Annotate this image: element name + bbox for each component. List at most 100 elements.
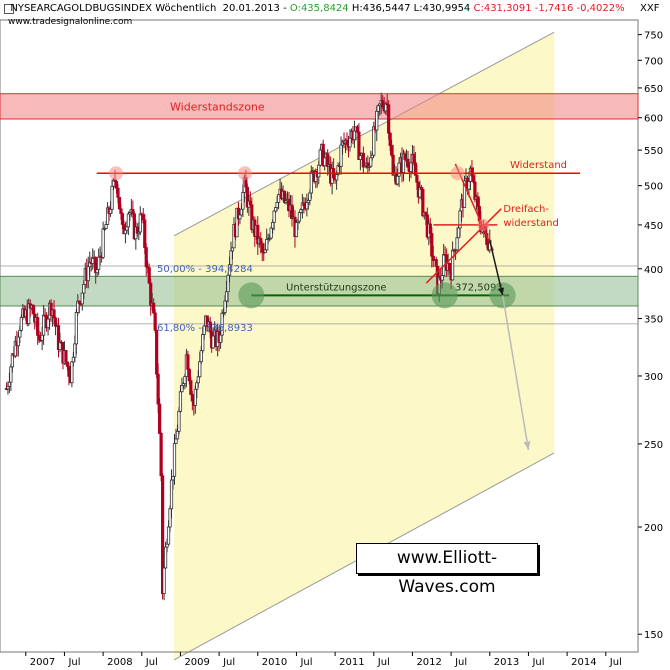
candle-body <box>226 274 230 293</box>
candle-body <box>175 430 180 440</box>
candle-body <box>147 267 151 284</box>
candle-body <box>172 443 177 477</box>
candle-body <box>308 192 312 201</box>
candle-body <box>230 247 235 252</box>
candle-body <box>318 149 322 166</box>
candle-body <box>163 546 168 569</box>
candle-body <box>162 567 166 594</box>
candles <box>4 92 492 601</box>
x-tick-label: 2008 <box>107 657 132 668</box>
candle-body <box>434 259 438 267</box>
candle-body <box>430 233 434 257</box>
candle-body <box>297 212 302 222</box>
candle-body <box>375 110 379 131</box>
projection-arrowhead <box>523 441 531 450</box>
fib-label-1: 61,80% - 336,8933 <box>157 323 253 334</box>
candle-body <box>223 300 227 313</box>
triangle-apex-marker <box>477 218 490 231</box>
candle-body <box>397 162 401 177</box>
candle-body <box>143 219 147 248</box>
candle-body <box>166 526 171 545</box>
support-value-label: 372,5093 <box>455 282 503 293</box>
candle-body <box>271 221 275 229</box>
candle-body <box>395 175 400 185</box>
candle-body <box>19 317 23 331</box>
candle-body <box>248 200 252 206</box>
candle-body <box>71 356 75 363</box>
candle-body <box>178 391 183 412</box>
candle-body <box>269 227 273 239</box>
candle-body <box>108 208 113 214</box>
x-tick-label: Jul <box>377 657 390 668</box>
candle-body <box>470 167 474 177</box>
candle-body <box>165 543 169 548</box>
candle-body <box>131 209 135 215</box>
support-line-label: Unterstützungszone <box>286 282 387 293</box>
candle-body <box>159 433 163 477</box>
candle-body <box>114 181 119 189</box>
candle-body <box>448 263 452 271</box>
candle-body <box>16 336 20 347</box>
candle-body <box>174 438 178 444</box>
candle-body <box>37 334 41 341</box>
candle-body <box>18 329 22 338</box>
candle-body <box>239 208 244 216</box>
candle-body <box>126 213 130 228</box>
candle-body <box>195 382 199 390</box>
candle-body <box>260 243 264 253</box>
candle-body <box>86 266 90 282</box>
marker-red-1 <box>237 166 252 181</box>
x-tick-label: 2012 <box>416 657 441 668</box>
candle-body <box>467 180 471 190</box>
candle-body <box>186 354 190 370</box>
candle-body <box>97 256 101 270</box>
candle-body <box>376 105 380 112</box>
candle-body <box>390 145 394 156</box>
candle-body <box>65 361 70 367</box>
header-interval: Wöchentlich <box>155 3 217 14</box>
candle-body <box>36 317 40 336</box>
candle-body <box>67 365 71 377</box>
x-tick-label: Jul <box>299 657 312 668</box>
projection-arrowhead-1 <box>497 287 505 296</box>
candle-body <box>276 194 281 203</box>
candle-body <box>74 312 78 345</box>
candle-body <box>120 213 125 225</box>
candle-body <box>110 185 114 210</box>
candle-body <box>272 210 276 223</box>
candle-body <box>119 208 123 214</box>
candle-body <box>412 153 416 164</box>
candle-body <box>82 283 86 294</box>
candle-body <box>302 202 306 207</box>
candle-body <box>73 343 77 358</box>
candle-body <box>187 368 191 382</box>
candle-body <box>294 222 299 238</box>
candle-body <box>144 247 148 268</box>
candle-body <box>450 249 455 281</box>
chart-checkbox[interactable] <box>4 4 14 14</box>
fib-label-0: 50,00% - 394,4284 <box>157 264 253 275</box>
resistance-line-label: Widerstand <box>510 160 567 171</box>
y-tick-label: 250 <box>644 440 663 451</box>
y-tick-label: 500 <box>644 182 663 193</box>
header-low: L:430,9954 <box>413 3 471 14</box>
header-date: 20.01.2013 <box>222 3 280 14</box>
y-tick-label: 400 <box>644 265 663 276</box>
header-symbol: NYSEARCAGOLDBUGSINDEX <box>10 3 153 14</box>
candle-body <box>309 171 313 194</box>
candle-body <box>406 158 410 168</box>
candle-body <box>201 334 205 352</box>
candle-body <box>369 157 373 167</box>
y-tick-label: 150 <box>644 630 663 641</box>
candle-body <box>471 175 476 183</box>
candle-body <box>455 237 459 251</box>
candle-body <box>104 224 108 229</box>
x-tick-label: 2009 <box>184 657 209 668</box>
candle-body <box>117 196 122 210</box>
projection-line-2 <box>501 295 530 451</box>
candle-body <box>391 154 395 176</box>
triple-resistance-label-1: Dreifach- <box>503 204 549 215</box>
candle-body <box>180 385 184 393</box>
y-tick-label: 750 <box>644 31 663 42</box>
